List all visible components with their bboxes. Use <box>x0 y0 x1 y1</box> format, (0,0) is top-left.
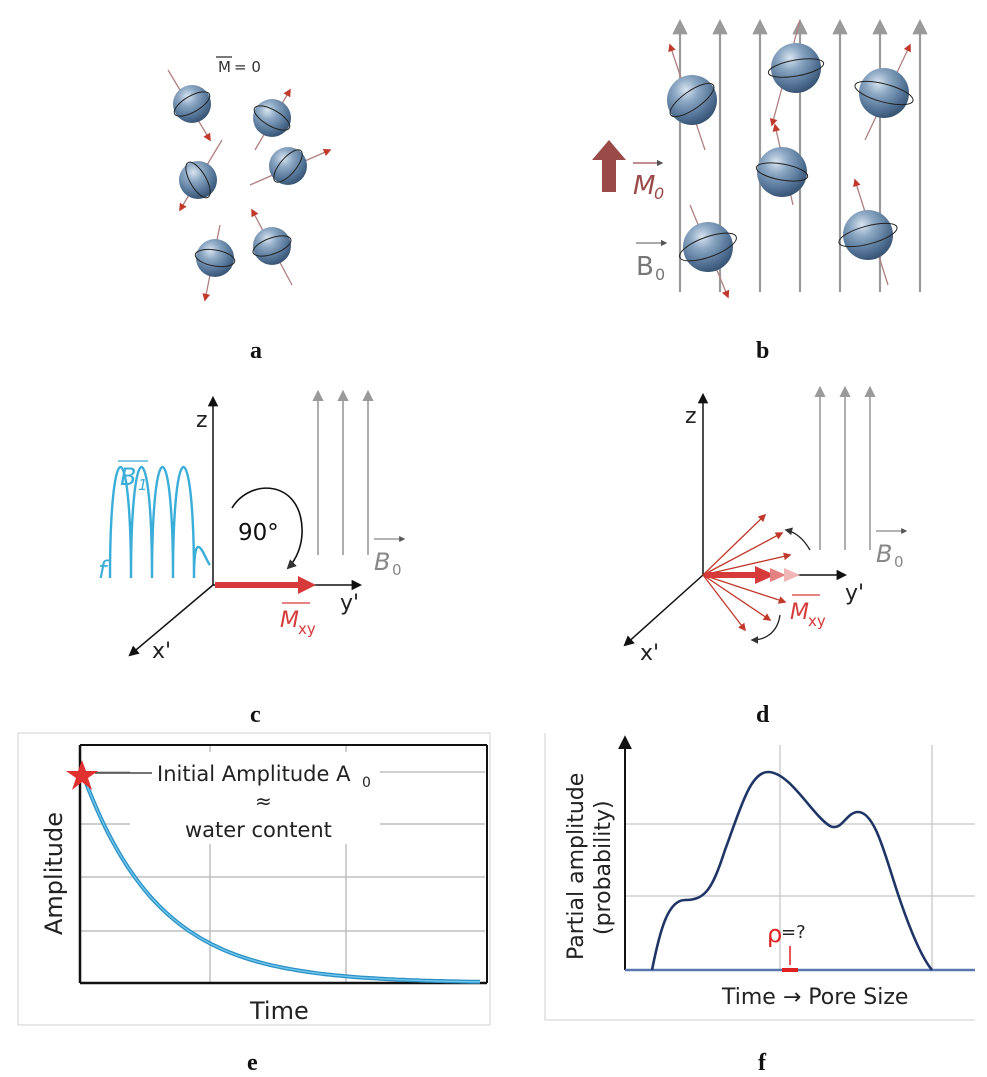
panel-label-c: c <box>250 702 261 728</box>
b0-subscript: 0 <box>894 553 904 571</box>
panel-a: M = 0 <box>167 56 332 364</box>
annotation-line3: water content <box>185 818 332 842</box>
b1-subscript: 1 <box>138 476 148 494</box>
x-axis <box>128 584 214 657</box>
mxy-subscript: xy <box>808 612 826 630</box>
mxy-arrow-icon <box>755 566 775 584</box>
spin-sphere <box>179 139 223 212</box>
dephasing-spins <box>702 513 792 632</box>
frequency-label: f <box>98 556 110 584</box>
m0-label: M <box>633 171 655 201</box>
rotation-arrow-icon <box>231 487 303 570</box>
mxy-subscript: xy <box>298 620 316 638</box>
panel-label-b: b <box>756 338 769 364</box>
spin-sphere <box>755 123 809 206</box>
panel-c: z y' x' B 0 B 1 f 90° M xy c <box>98 389 406 728</box>
b0-label: B <box>876 540 892 568</box>
spin-sphere <box>253 88 291 151</box>
panel-d: z y' x' B 0 M xy d <box>623 385 908 728</box>
angle-label: 90° <box>238 520 279 546</box>
b0-field-lines <box>672 18 928 292</box>
spin-sphere <box>854 43 914 141</box>
spin-sphere <box>194 224 236 302</box>
spin-sphere <box>249 147 332 186</box>
panel-label-f: f <box>758 1050 767 1076</box>
rotation-arrow-icon <box>750 614 781 644</box>
mxy-arrow-icon <box>784 568 800 582</box>
rf-wave-icon <box>108 465 211 579</box>
b0-label: B <box>374 548 390 576</box>
b0-label: B <box>636 252 654 282</box>
axis-z-label: z <box>685 404 697 429</box>
b0-field-lines <box>312 389 374 555</box>
panel-a-m-label: M <box>218 58 231 76</box>
mxy-label: M <box>790 600 809 625</box>
axis-y-label: y' <box>845 581 864 606</box>
m0-arrow-icon <box>592 140 626 192</box>
axis-x-label: x' <box>640 641 659 666</box>
x-axis-label: Time → Pore Size <box>721 985 908 1010</box>
b1-label: B <box>120 463 136 491</box>
spin-sphere <box>251 208 293 286</box>
panel-label-e: e <box>247 1050 258 1076</box>
spin-sphere <box>679 204 737 299</box>
axis-y-label: y' <box>340 591 359 616</box>
distribution-curve <box>650 770 934 971</box>
x-axis-label: Time <box>249 997 309 1025</box>
b0-subscript: 0 <box>655 265 665 284</box>
y-axis-label: Amplitude <box>40 812 68 935</box>
grid <box>625 745 975 970</box>
spin-sphere <box>667 43 717 151</box>
annotation-line1: Initial Amplitude A <box>157 762 351 786</box>
panel-b: M 0 B 0 b <box>592 18 928 364</box>
b0-subscript: 0 <box>392 561 402 579</box>
panel-a-m-value: = 0 <box>234 58 261 76</box>
annotation-line2: ≈ <box>255 789 272 813</box>
spin-sphere <box>838 178 898 286</box>
panel-f: ρ =? Partial amplitude (probability) Tim… <box>544 733 975 1076</box>
spin-sphere <box>767 19 825 127</box>
mxy-label: M <box>280 608 299 633</box>
y-axis-label-line1: Partial amplitude <box>564 773 589 960</box>
spin-sphere <box>167 69 211 142</box>
panel-e: Initial Amplitude A 0 ≈ water content Am… <box>17 732 491 1076</box>
b0-field-lines <box>814 385 876 550</box>
rho-label: ρ <box>767 920 782 948</box>
mxy-arrow-icon <box>770 568 786 582</box>
annotation-box <box>130 752 380 844</box>
m0-subscript: 0 <box>654 184 664 203</box>
annotation-line1-subscript: 0 <box>362 775 371 791</box>
panel-label-d: d <box>756 702 770 728</box>
panel-label-a: a <box>250 338 262 364</box>
mxy-arrow-icon <box>298 576 316 594</box>
rotation-arrow-icon <box>784 527 811 551</box>
x-axis <box>623 574 704 647</box>
rho-suffix: =? <box>781 922 806 943</box>
star-icon <box>66 760 98 790</box>
axis-z-label: z <box>196 408 208 433</box>
y-axis-label-line2: (probability) <box>591 800 616 935</box>
axis-x-label: x' <box>152 639 171 664</box>
